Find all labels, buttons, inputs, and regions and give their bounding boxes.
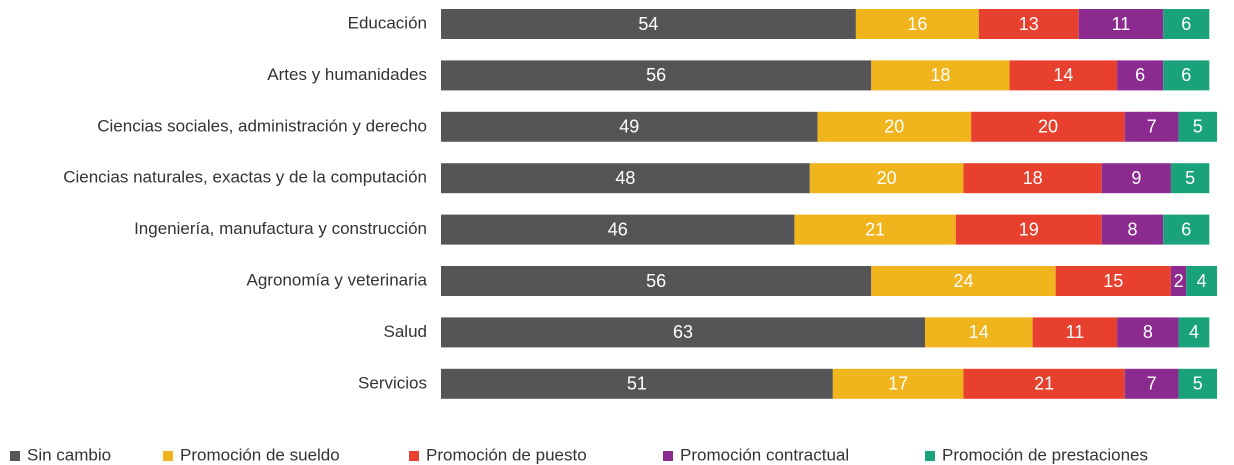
category-label: Servicios bbox=[358, 373, 427, 392]
value-label: 24 bbox=[953, 271, 973, 291]
category-label: Ingeniería, manufactura y construcción bbox=[134, 219, 427, 238]
legend-swatch bbox=[925, 451, 935, 461]
bar-segment bbox=[1170, 266, 1187, 296]
value-label: 8 bbox=[1127, 219, 1137, 239]
value-label: 21 bbox=[865, 219, 885, 239]
category-label: Artes y humanidades bbox=[267, 65, 427, 84]
bar-segment bbox=[971, 111, 1125, 142]
value-label: 7 bbox=[1147, 117, 1157, 137]
bar-segment bbox=[1055, 266, 1171, 296]
value-label: 18 bbox=[1023, 168, 1043, 188]
value-label: 17 bbox=[888, 374, 908, 394]
category-label: Salud bbox=[384, 322, 427, 341]
bar-segment bbox=[1163, 60, 1210, 91]
value-label: 4 bbox=[1189, 322, 1199, 342]
bar-segment bbox=[441, 368, 833, 399]
bar-segment bbox=[1078, 9, 1164, 39]
bar-segment bbox=[1117, 317, 1179, 348]
value-label: 54 bbox=[638, 14, 658, 34]
value-label: 11 bbox=[1112, 14, 1131, 34]
value-label: 15 bbox=[1103, 271, 1123, 291]
legend-label: Promoción de sueldo bbox=[180, 445, 340, 464]
value-label: 8 bbox=[1143, 322, 1153, 342]
value-label: 6 bbox=[1181, 14, 1191, 34]
value-label: 56 bbox=[646, 65, 666, 85]
value-label: 20 bbox=[1038, 117, 1058, 137]
bar-segment bbox=[1101, 214, 1164, 245]
value-label: 6 bbox=[1181, 219, 1191, 239]
value-label: 5 bbox=[1193, 117, 1203, 137]
bar-segment bbox=[832, 368, 964, 399]
bar-segment bbox=[1178, 368, 1217, 399]
bar-segment bbox=[963, 163, 1102, 194]
value-label: 20 bbox=[884, 117, 904, 137]
legend-swatch bbox=[163, 451, 173, 461]
bar-segment bbox=[1117, 60, 1164, 91]
bar-segment bbox=[1032, 317, 1118, 348]
bar-segment bbox=[1178, 111, 1217, 142]
bar-segment bbox=[1186, 266, 1217, 296]
bar-segment bbox=[871, 60, 1010, 91]
category-label: Educación bbox=[348, 13, 427, 32]
category-label: Ciencias naturales, exactas y de la comp… bbox=[63, 168, 427, 187]
bar-segment bbox=[441, 9, 856, 39]
value-label: 46 bbox=[608, 219, 628, 239]
bar-segment bbox=[1170, 163, 1210, 194]
value-label: 7 bbox=[1147, 374, 1157, 394]
value-label: 13 bbox=[1019, 14, 1039, 34]
legend-label: Promoción de prestaciones bbox=[942, 445, 1148, 464]
legend-label: Promoción de puesto bbox=[426, 445, 587, 464]
bar-segment bbox=[794, 214, 956, 245]
bar-segment bbox=[955, 214, 1102, 245]
legend-swatch bbox=[663, 451, 673, 461]
bar-segment bbox=[441, 266, 872, 296]
bar-segment bbox=[871, 266, 1056, 296]
bar-segment bbox=[1009, 60, 1118, 91]
value-label: 56 bbox=[646, 271, 666, 291]
value-label: 9 bbox=[1131, 168, 1141, 188]
bar-segment bbox=[1124, 368, 1179, 399]
legend-label: Sin cambio bbox=[27, 445, 111, 464]
value-label: 18 bbox=[930, 65, 950, 85]
value-label: 63 bbox=[673, 322, 693, 342]
category-label: Ciencias sociales, administración y dere… bbox=[97, 116, 427, 135]
bar-segment bbox=[855, 9, 979, 39]
bar-segment bbox=[441, 163, 810, 194]
value-label: 48 bbox=[615, 168, 635, 188]
bar-segment bbox=[441, 214, 795, 245]
bar-segment bbox=[817, 111, 972, 142]
bar-segment bbox=[1163, 9, 1210, 39]
legend-label: Promoción contractual bbox=[680, 445, 849, 464]
value-label: 49 bbox=[619, 117, 639, 137]
bar-segment bbox=[441, 111, 818, 142]
value-label: 14 bbox=[1053, 65, 1073, 85]
value-label: 6 bbox=[1181, 65, 1191, 85]
value-label: 19 bbox=[1019, 219, 1039, 239]
value-label: 4 bbox=[1197, 271, 1207, 291]
value-label: 6 bbox=[1135, 65, 1145, 85]
bar-segment bbox=[1124, 111, 1179, 142]
value-label: 20 bbox=[877, 168, 897, 188]
value-label: 2 bbox=[1174, 271, 1184, 291]
bar-segment bbox=[441, 60, 872, 91]
legend-swatch bbox=[409, 451, 419, 461]
value-label: 51 bbox=[627, 374, 647, 394]
value-label: 16 bbox=[907, 14, 927, 34]
value-label: 5 bbox=[1193, 374, 1203, 394]
value-label: 11 bbox=[1066, 322, 1085, 342]
bar-segment bbox=[809, 163, 964, 194]
value-label: 14 bbox=[969, 322, 989, 342]
bar-segment bbox=[925, 317, 1033, 348]
bar-segment bbox=[1163, 214, 1210, 245]
bar-segment bbox=[1178, 317, 1210, 348]
bar-segment bbox=[978, 9, 1079, 39]
value-label: 21 bbox=[1034, 374, 1054, 394]
bar-segment bbox=[963, 368, 1125, 399]
value-label: 5 bbox=[1185, 168, 1195, 188]
bar-segment bbox=[441, 317, 926, 348]
bar-segment bbox=[1101, 163, 1171, 194]
category-label: Agronomía y veterinaria bbox=[247, 270, 428, 289]
legend-swatch bbox=[10, 451, 20, 461]
